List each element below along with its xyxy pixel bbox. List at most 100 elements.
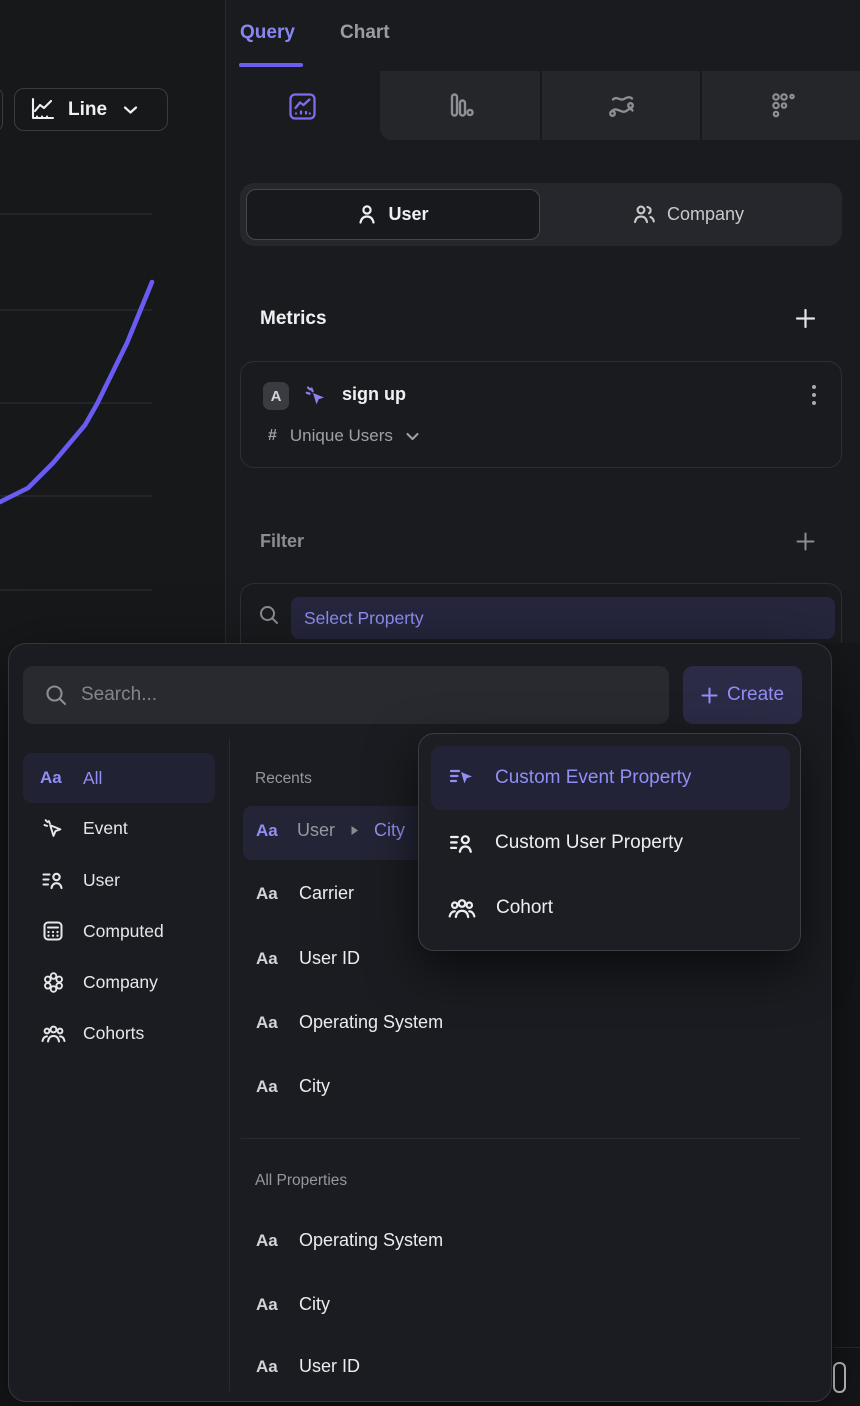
aa-text-icon: Aa [256,1012,278,1032]
aa-text-icon: Aa [256,948,278,968]
select-property-field[interactable]: Select Property [291,597,835,639]
menu-item-cohort[interactable]: Cohort [431,876,790,940]
property-item[interactable]: Aa User ID [256,1356,360,1377]
audience-company-segment[interactable]: Company [540,189,836,240]
category-label: Company [83,971,158,992]
aa-text-icon: Aa [40,768,62,787]
aggregation-selector[interactable]: # Unique Users [268,426,419,446]
category-user[interactable]: User [23,855,215,905]
metric-card[interactable]: A sign up # Unique Users [240,361,842,468]
person-icon [357,204,377,225]
property-item[interactable]: Aa City [256,1294,330,1315]
chart-type-label: Line [68,98,108,120]
property-child: City [374,820,406,840]
recent-item[interactable]: Aa City [256,1076,330,1097]
property-label: User ID [299,948,361,968]
plus-icon [701,687,718,704]
property-label: Operating System [299,1012,444,1032]
keyboard-key-icon [833,1362,846,1393]
create-button[interactable]: Create [683,666,802,724]
funnels-tab[interactable] [446,91,476,122]
search-icon [258,604,280,626]
chart-type-dropdown[interactable]: Line [14,88,168,131]
property-label: Carrier [299,883,355,903]
category-label: All [83,767,103,788]
aa-text-icon: Aa [256,1230,278,1250]
active-tab-underline [239,63,303,67]
property-label: User ID [299,1356,361,1376]
category-all[interactable]: Aa All [23,753,215,803]
property-label: Operating System [299,1230,444,1250]
add-filter-button[interactable] [795,531,816,552]
search-input[interactable] [79,666,659,724]
recent-item[interactable]: Aa Operating System [256,1012,443,1033]
query-panel: Query Chart [226,0,860,643]
kebab-menu-icon[interactable] [803,383,825,407]
audience-toggle: User Company [240,183,842,246]
calculator-icon [40,920,66,942]
line-chart-icon [29,97,56,122]
tab-query[interactable]: Query [240,22,295,43]
cohorts-icon [448,896,476,920]
aggregation-label: Unique Users [289,426,393,445]
line-chart-preview [0,213,155,591]
recent-item[interactable]: Aa Carrier [256,883,354,904]
create-button-label: Create [726,684,785,705]
menu-item-custom-user-property[interactable]: Custom User Property [431,811,790,875]
category-cohorts[interactable]: Cohorts [23,1008,215,1058]
event-spark-icon [40,816,66,840]
aa-text-icon: Aa [256,820,278,840]
audience-user-segment[interactable]: User [246,189,540,240]
popup-search-field[interactable] [23,666,669,724]
company-cluster-icon [40,971,66,994]
category-company[interactable]: Company [23,957,215,1007]
insights-tab[interactable] [287,91,318,122]
aa-text-icon: Aa [256,1356,278,1376]
list-section-divider [241,1138,801,1139]
aa-text-icon: Aa [256,1294,278,1314]
category-computed[interactable]: Computed [23,906,215,956]
cohorts-icon [40,1023,66,1044]
create-menu-popup: Custom Event Property Custom User Proper… [418,733,801,951]
category-event[interactable]: Event [23,803,215,853]
metrics-heading: Metrics [260,308,327,329]
selected-row-highlight [243,806,427,860]
menu-item-label: Custom User Property [495,832,683,853]
list-cursor-icon [448,766,475,791]
aa-text-icon: Aa [256,883,278,903]
chevron-down-icon [406,432,419,441]
partial-button-fragment[interactable] [0,88,3,131]
property-parent: User [297,820,336,840]
category-label: Computed [83,920,164,941]
event-name: sign up [342,384,406,404]
breadcrumb-arrow-icon [350,825,359,836]
retention-tab[interactable] [769,91,799,121]
footer-divider [833,1347,860,1348]
tab-divider [700,71,702,140]
all-properties-heading: All Properties [255,1172,348,1189]
tab-chart[interactable]: Chart [340,22,390,43]
menu-item-custom-event-property[interactable]: Custom Event Property [431,746,790,810]
filter-heading: Filter [260,531,305,551]
flows-tab[interactable] [606,91,638,121]
aa-text-icon: Aa [256,1076,278,1096]
recent-item[interactable]: Aa User ID [256,948,360,969]
view-type-tabs [226,71,860,140]
add-metric-button[interactable] [794,307,817,330]
panel-separator [225,0,226,643]
chevron-down-icon [123,105,138,115]
recent-item-user-city[interactable]: Aa User City [256,820,405,841]
filter-card: Select Property [240,583,842,643]
menu-item-label: Cohort [496,897,554,918]
people-icon [632,204,656,225]
property-label: City [299,1076,330,1096]
menu-item-label: Custom Event Property [495,767,692,788]
category-label: Cohorts [83,1022,145,1043]
recents-heading: Recents [255,770,312,787]
audience-user-label: User [388,204,429,224]
event-spark-icon [303,383,329,409]
tab-divider [540,71,542,140]
metric-letter-badge: A [263,382,289,410]
property-item[interactable]: Aa Operating System [256,1230,443,1251]
property-label: City [299,1294,330,1314]
